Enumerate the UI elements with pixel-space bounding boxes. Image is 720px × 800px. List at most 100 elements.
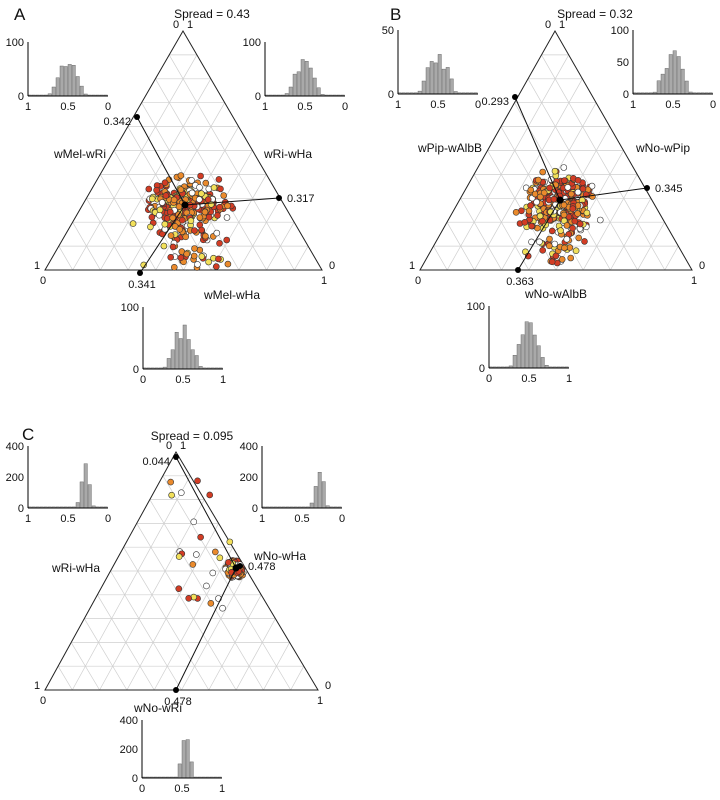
data-point (188, 189, 196, 197)
data-point (539, 217, 546, 225)
histogram-ytick: 400 (240, 441, 258, 453)
edge-label-right: wNo-wHa (253, 549, 306, 563)
edge-label-right: wNo-wPip (635, 141, 690, 155)
centroid-dot (181, 201, 189, 209)
histogram-xtick: 1 (259, 513, 265, 525)
histogram-xtick: 0.5 (60, 101, 75, 113)
data-point (575, 234, 583, 242)
histogram-bar (684, 80, 689, 95)
histogram-xtick: 0.5 (294, 513, 309, 525)
data-point (571, 217, 579, 225)
histogram-bar (664, 68, 669, 95)
data-point (566, 244, 574, 251)
data-point (561, 244, 568, 252)
grid-line (238, 198, 281, 271)
histogram-bar (63, 66, 68, 97)
marker-line-left (514, 96, 561, 201)
histogram-ytick: 0 (132, 773, 138, 785)
histogram-bar (321, 481, 326, 509)
grid-line (446, 54, 570, 271)
data-point (163, 215, 171, 222)
histogram-bar (67, 64, 72, 97)
data-point (214, 212, 221, 219)
data-point (160, 242, 168, 250)
ternary-panel-a: A Spread = 0.430 110010.3420.3170.341wMel-… (6, 5, 348, 386)
histogram-bar (79, 85, 84, 97)
data-point (527, 202, 534, 209)
histogram-xtick: 1 (219, 783, 225, 795)
data-point (528, 222, 535, 230)
marker-dot-right (276, 195, 282, 201)
data-point (196, 184, 203, 191)
data-point (550, 195, 558, 203)
data-point (557, 227, 564, 234)
histogram-bar (75, 502, 80, 509)
ternary-frame (419, 29, 693, 271)
data-point (551, 240, 559, 248)
edge-label-bottom: wMel-wHa (203, 288, 260, 302)
grid-line (97, 594, 155, 691)
histogram-bar (194, 355, 199, 370)
data-point (539, 168, 547, 176)
histogram-bar (288, 86, 293, 97)
data-point (225, 559, 232, 566)
histogram-bar (296, 71, 301, 97)
grid-line (126, 523, 219, 691)
grid-line (127, 102, 226, 271)
data-point (569, 224, 576, 232)
data-point (201, 208, 209, 216)
data-point (216, 203, 223, 211)
data-point (563, 235, 571, 243)
data-point (197, 172, 204, 180)
marker-line-bottom (517, 199, 561, 271)
vertex-label: 1 (187, 19, 193, 31)
ternary-frame (44, 30, 323, 271)
histogram-bar (528, 322, 533, 369)
marker-value-bottom: 0.363 (506, 276, 534, 288)
histogram-ytick: 50 (617, 57, 629, 69)
histogram-xtick: 1 (25, 513, 31, 525)
data-point (198, 253, 206, 260)
grid-line (460, 198, 502, 271)
data-point (574, 177, 582, 184)
histogram-bar (190, 349, 195, 370)
histogram-xtick: 1 (220, 374, 226, 386)
marker-line-left (136, 116, 186, 206)
histogram-ytick: 200 (6, 472, 24, 484)
histogram-bar (174, 332, 179, 370)
histogram-xtick: 0.5 (297, 101, 312, 113)
data-point (196, 196, 203, 203)
data-point (168, 491, 175, 499)
data-point (545, 242, 553, 250)
histogram-bottom: 100 00 0.5 1 (467, 301, 572, 385)
data-point (574, 210, 581, 217)
marker-dot-left (134, 114, 140, 120)
vertex-label: 1 (559, 19, 565, 31)
data-point (533, 198, 540, 206)
data-point (216, 240, 223, 247)
histogram-ytick: 400 (120, 715, 138, 727)
histogram-bar (540, 357, 545, 369)
histogram-bar (433, 62, 438, 95)
histogram-bar (441, 68, 446, 95)
histogram-ytick: 100 (6, 37, 24, 49)
data-point (561, 177, 568, 184)
histogram-bar (178, 338, 183, 370)
data-point (560, 211, 568, 219)
data-point (148, 213, 156, 221)
data-point (596, 216, 604, 224)
data-point (588, 182, 596, 190)
marker-value-right: 0.478 (248, 561, 276, 573)
histogram-bar (672, 50, 677, 95)
data-point (589, 193, 596, 200)
histogram-bar (317, 472, 322, 509)
data-point (170, 196, 178, 204)
histogram-xtick: 0 (486, 373, 492, 385)
data-point (223, 214, 231, 221)
ternary-grid (433, 54, 679, 271)
data-point (224, 202, 231, 210)
